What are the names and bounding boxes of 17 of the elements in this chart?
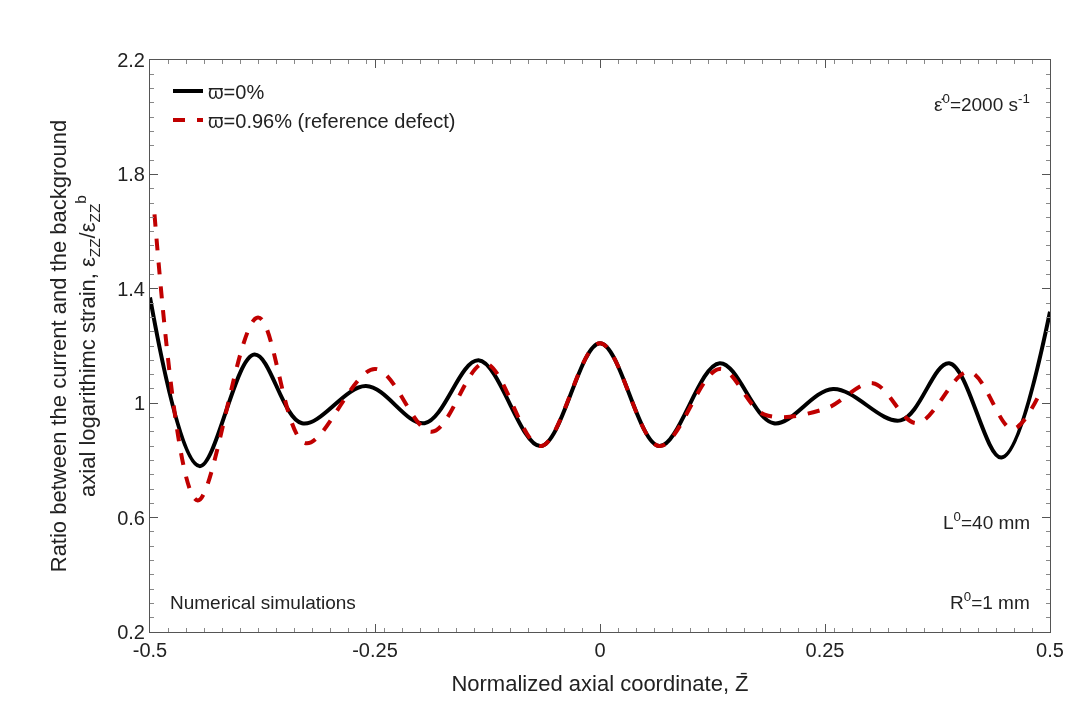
annotation: Numerical simulations <box>170 592 356 613</box>
annotation: ε̇$^{0}$=2000 s$^{-1}$ <box>934 91 1030 115</box>
x-axis-title: Normalized axial coordinate, Z̄ <box>451 670 749 696</box>
annotation: L$^{0}$=40 mm <box>943 509 1031 533</box>
y-tick-label: 1.8 <box>117 163 145 186</box>
annotation: R$^{0}$=1 mm <box>950 589 1030 613</box>
y-tick-label: 1.4 <box>117 277 145 300</box>
y-tick-label: 1 <box>133 392 145 415</box>
x-tick-label: 0 <box>594 639 606 661</box>
x-tick-label: -0.25 <box>352 639 398 661</box>
x-tick-label: 0.25 <box>805 639 845 661</box>
legend-label: ϖ=0.96% (reference defect) <box>208 109 456 132</box>
y-tick-label: 2.2 <box>117 49 145 71</box>
x-tick-label: 0.5 <box>1036 639 1064 661</box>
legend-label: ϖ=0% <box>208 80 265 103</box>
y-tick-label: 0.6 <box>117 506 145 529</box>
line-series <box>152 212 1042 503</box>
